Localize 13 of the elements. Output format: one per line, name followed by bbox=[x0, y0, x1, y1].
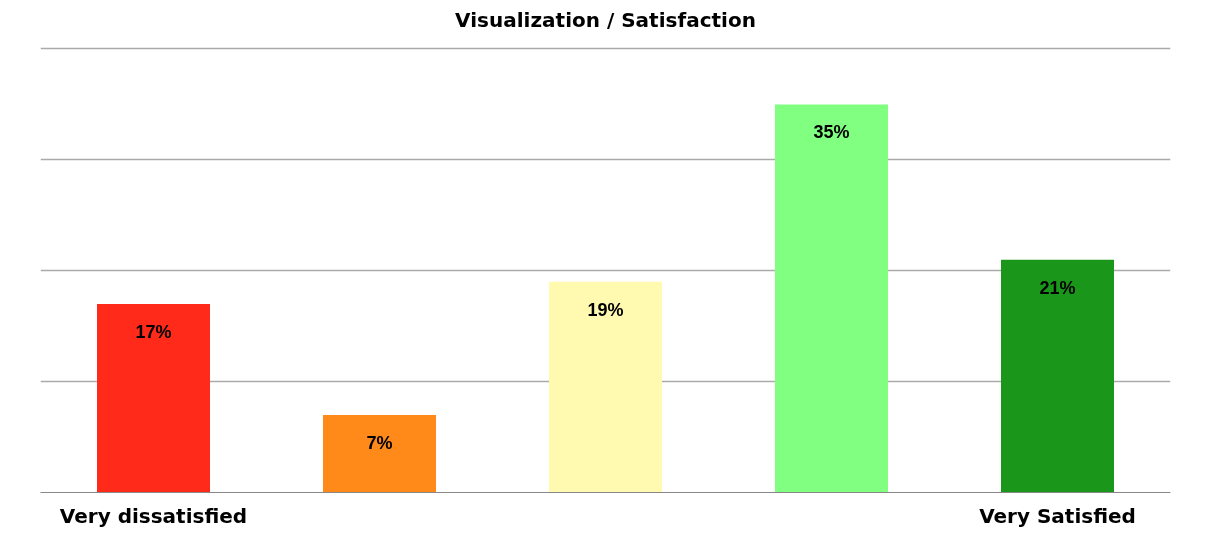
bar bbox=[549, 281, 662, 493]
data-label: 17% bbox=[135, 322, 172, 342]
data-label: 35% bbox=[813, 122, 850, 143]
bar bbox=[1001, 259, 1114, 493]
data-label: 7% bbox=[366, 432, 393, 453]
data-label: 19% bbox=[587, 299, 624, 320]
bar bbox=[775, 104, 888, 493]
x-tick-label: Very dissatisfied bbox=[59, 503, 248, 528]
x-tick-label: Very Satisfied bbox=[979, 503, 1136, 528]
chart-title: Visualization / Satisfaction bbox=[455, 7, 756, 32]
bar bbox=[97, 304, 210, 493]
bar bbox=[323, 414, 436, 493]
data-label: 21% bbox=[1039, 277, 1076, 298]
